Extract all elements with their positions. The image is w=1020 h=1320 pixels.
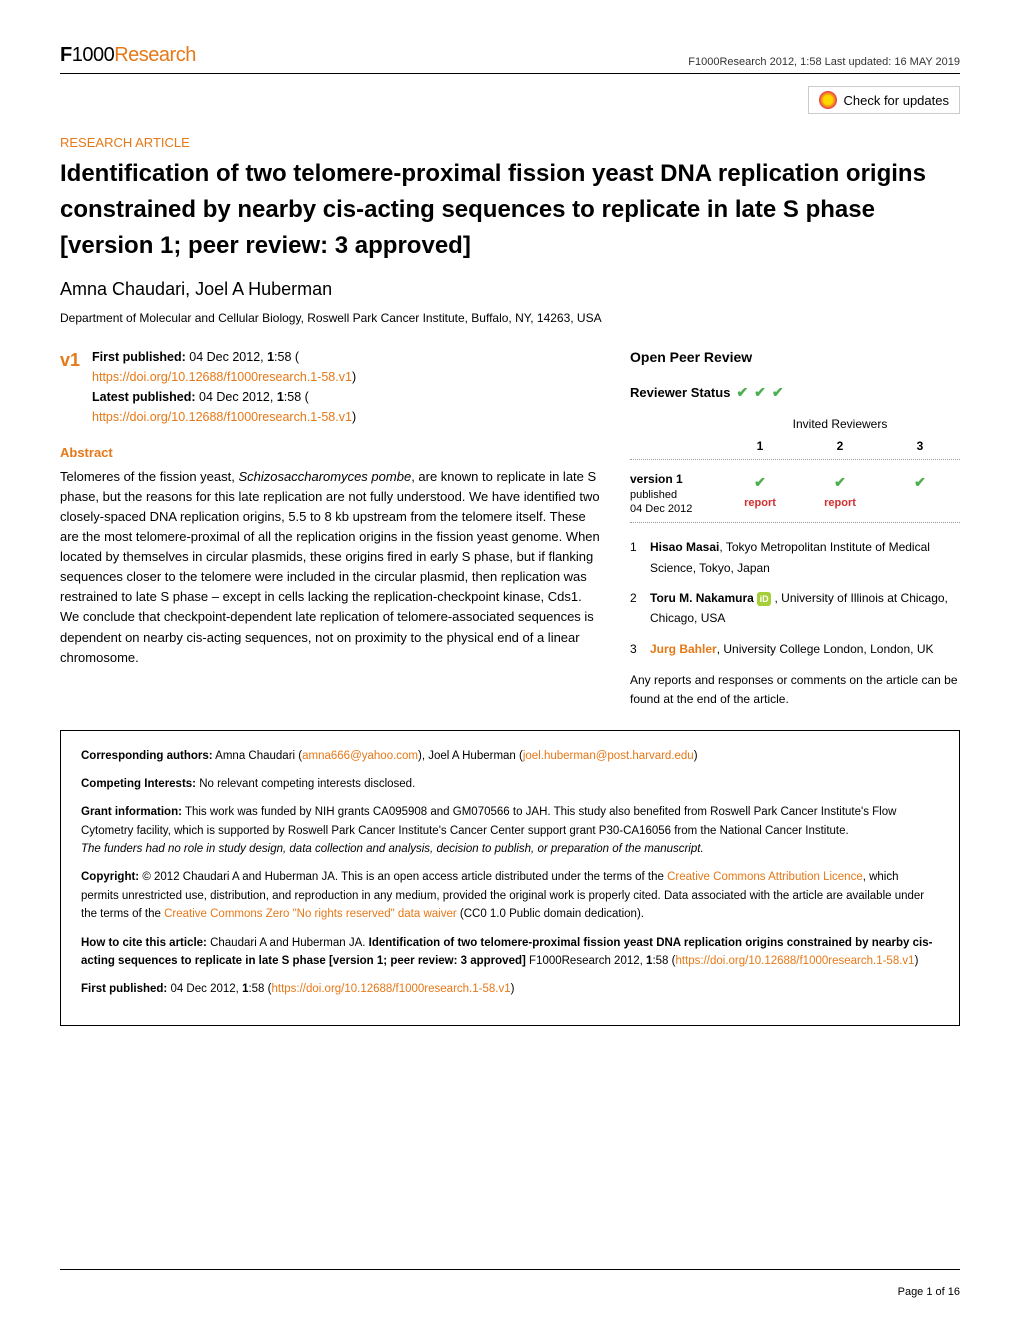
check-icon: ✔: [880, 472, 960, 493]
reports-note: Any reports and responses or comments on…: [630, 671, 960, 709]
grant-text: This work was funded by NIH grants CA095…: [81, 806, 896, 836]
check-updates-label: Check for updates: [843, 93, 949, 108]
check-updates-button[interactable]: Check for updates: [808, 86, 960, 114]
reviewer-status-label: Reviewer Status: [630, 383, 730, 403]
reviewer-item: 3 Jurg Bahler, University College London…: [630, 639, 960, 659]
published-date: 04 Dec 2012: [630, 502, 720, 516]
first-published-text: 04 Dec 2012,: [186, 350, 267, 364]
article-title: Identification of two telomere-proximal …: [60, 156, 960, 264]
logo-research: Research: [114, 44, 196, 66]
header-meta: F1000Research 2012, 1:58 Last updated: 1…: [688, 54, 960, 71]
version-info: First published: 04 Dec 2012, 1:58 ( htt…: [92, 347, 356, 427]
cite-doi-link[interactable]: https://doi.org/10.12688/f1000research.1…: [675, 955, 914, 967]
orcid-icon: iD: [757, 592, 771, 606]
reviewer-name: Hisao Masai: [650, 540, 719, 554]
funders-note: The funders had no role in study design,…: [81, 843, 704, 855]
fp-text: 04 Dec 2012,: [167, 983, 242, 995]
reviewer-col-1: 1: [720, 437, 800, 455]
version-block: v1 First published: 04 Dec 2012, 1:58 ( …: [60, 347, 600, 427]
abstract-text: Telomeres of the fission yeast, Schizosa…: [60, 467, 600, 668]
reviewer-col-3: 3: [880, 437, 960, 455]
main-content: v1 First published: 04 Dec 2012, 1:58 ( …: [60, 347, 960, 710]
competing-label: Competing Interests:: [81, 778, 196, 790]
published-label: published: [630, 488, 720, 502]
peer-review-heading: Open Peer Review: [630, 347, 960, 368]
corr-end: ): [694, 750, 698, 762]
reviewer-num: 2: [630, 588, 644, 629]
check-icon: ✔: [736, 382, 748, 403]
cite-label: How to cite this article:: [81, 937, 207, 949]
cite-text3: :58 (: [652, 955, 675, 967]
first-doi-link[interactable]: https://doi.org/10.12688/f1000research.1…: [92, 370, 352, 384]
reviewer-item: 2 Toru M. Nakamura iD , University of Il…: [630, 588, 960, 629]
cite-text1: Chaudari A and Huberman JA.: [207, 937, 369, 949]
abstract-species: Schizosaccharomyces pombe: [238, 469, 411, 484]
copy-text1: © 2012 Chaudari A and Huberman JA. This …: [139, 871, 667, 883]
review-table-header: Invited Reviewers 1 2 3: [630, 415, 960, 460]
abstract-pre: Telomeres of the fission yeast,: [60, 469, 238, 484]
corr-text: Amna Chaudari (: [213, 750, 303, 762]
header: F1000Research F1000Research 2012, 1:58 L…: [60, 40, 960, 74]
fp-doi-link[interactable]: https://doi.org/10.12688/f1000research.1…: [271, 983, 510, 995]
version-badge: v1: [60, 347, 80, 374]
copy-text3: (CC0 1.0 Public domain dedication).: [457, 908, 644, 920]
first-issue: :58 (: [274, 350, 299, 364]
abstract-heading: Abstract: [60, 443, 600, 463]
reviewer-list: 1 Hisao Masai, Tokyo Metropolitan Instit…: [630, 537, 960, 659]
check-updates-area: Check for updates: [60, 86, 960, 115]
left-column: v1 First published: 04 Dec 2012, 1:58 ( …: [60, 347, 600, 710]
version-label: version 1: [630, 472, 720, 488]
bottom-line: [60, 1269, 960, 1270]
invited-reviewers-label: Invited Reviewers: [630, 415, 960, 433]
reviewer-affil: , University College London, London, UK: [717, 642, 934, 656]
copyright-label: Copyright:: [81, 871, 139, 883]
latest-vol: 1: [277, 390, 284, 404]
report-link[interactable]: report: [744, 497, 776, 509]
reviewer-item: 1 Hisao Masai, Tokyo Metropolitan Instit…: [630, 537, 960, 578]
abstract-post: , are known to replicate in late S phase…: [60, 469, 600, 665]
latest-published-label: Latest published:: [92, 390, 195, 404]
logo: F1000Research: [60, 40, 196, 70]
corr-mid: ), Joel A Huberman (: [418, 750, 523, 762]
first-vol: 1: [267, 350, 274, 364]
corr-email-2[interactable]: joel.huberman@post.harvard.edu: [523, 750, 694, 762]
check-icon: ✔: [772, 382, 784, 403]
logo-f: F: [60, 44, 72, 66]
reviewer-num: 3: [630, 639, 644, 659]
fp-end: ): [511, 983, 515, 995]
latest-doi-link[interactable]: https://doi.org/10.12688/f1000research.1…: [92, 410, 352, 424]
authors: Amna Chaudari, Joel A Huberman: [60, 276, 960, 303]
cite-end: ): [915, 955, 919, 967]
footer-box: Corresponding authors: Amna Chaudari (am…: [60, 730, 960, 1026]
cite-text2: F1000Research 2012,: [526, 955, 646, 967]
logo-num: 1000: [72, 44, 115, 66]
report-link[interactable]: report: [824, 497, 856, 509]
affiliation: Department of Molecular and Cellular Bio…: [60, 309, 960, 327]
reviewer-col-2: 2: [800, 437, 880, 455]
first-published-label: First published:: [92, 350, 186, 364]
reviewer-status: Reviewer Status ✔ ✔ ✔: [630, 382, 960, 403]
fp-label: First published:: [81, 983, 167, 995]
corr-email-1[interactable]: amna666@yahoo.com: [302, 750, 418, 762]
cc-by-link[interactable]: Creative Commons Attribution Licence: [667, 871, 863, 883]
refresh-icon: [819, 91, 837, 109]
check-icon: ✔: [754, 382, 766, 403]
latest-issue: :58 (: [284, 390, 309, 404]
latest-published-text: 04 Dec 2012,: [196, 390, 277, 404]
reviewer-num: 1: [630, 537, 644, 578]
corresponding-label: Corresponding authors:: [81, 750, 213, 762]
check-icon: ✔: [800, 472, 880, 493]
right-column: Open Peer Review Reviewer Status ✔ ✔ ✔ I…: [630, 347, 960, 710]
cc0-link[interactable]: Creative Commons Zero "No rights reserve…: [164, 908, 457, 920]
reviewer-name: Jurg Bahler: [650, 642, 717, 656]
reviewer-name: Toru M. Nakamura: [650, 591, 754, 605]
review-row: version 1 published 04 Dec 2012 ✔ report…: [630, 466, 960, 523]
article-type: RESEARCH ARTICLE: [60, 133, 960, 153]
page-number: Page 1 of 16: [898, 1284, 960, 1301]
competing-text: No relevant competing interests disclose…: [196, 778, 415, 790]
review-table: Invited Reviewers 1 2 3 version 1 publis…: [630, 415, 960, 523]
fp-text2: :58 (: [248, 983, 271, 995]
grant-label: Grant information:: [81, 806, 182, 818]
check-icon: ✔: [720, 472, 800, 493]
